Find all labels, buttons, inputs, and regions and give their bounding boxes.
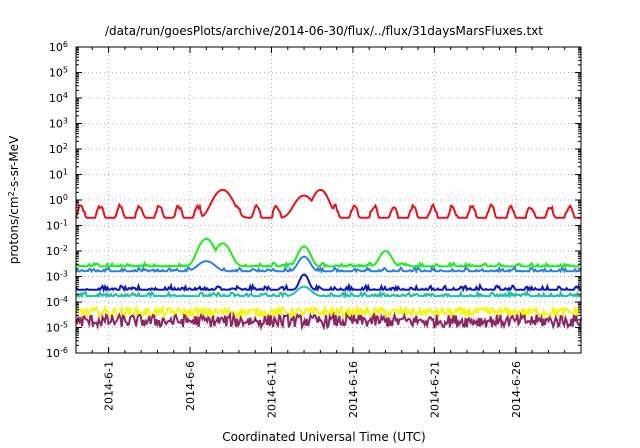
y-tick-label-exp: 5 — [63, 65, 68, 74]
chart-title: /data/run/goesPlots/archive/2014-06-30/f… — [105, 24, 543, 38]
y-tick-label: 10-5 — [46, 320, 68, 335]
y-tick-label-exp: -2 — [60, 244, 68, 253]
series-group — [75, 188, 582, 331]
y-tick-label: 10-3 — [46, 269, 68, 284]
y-tick-label-exp: 0 — [63, 193, 68, 202]
y-axis: 10-610-510-410-310-210-11001011021031041… — [46, 40, 581, 361]
y-tick-label-exp: 4 — [63, 91, 68, 100]
y-tick-label: 103 — [49, 116, 68, 131]
y-tick-label-base: 10 — [49, 169, 63, 182]
y-tick-label-base: 10 — [46, 245, 60, 258]
y-tick-label-base: 10 — [49, 41, 63, 54]
y-axis-label-base: protons/cm — [7, 196, 21, 264]
series-line — [75, 303, 582, 321]
y-tick-label-base: 10 — [46, 296, 60, 309]
series-line — [75, 285, 582, 300]
x-tick-label: 2014-6-6 — [184, 361, 197, 411]
y-tick-label-exp: -5 — [60, 320, 68, 329]
x-axis: 2014-6-1 2014-6-6 2014-6-11 2014-6-16 2014-6… — [75, 47, 582, 418]
series-line — [75, 237, 582, 269]
x-axis-label: Coordinated Universal Time (UTC) — [222, 430, 425, 444]
y-tick-label-base: 10 — [49, 92, 63, 105]
y-tick-label: 10-6 — [46, 346, 68, 361]
y-tick-label: 10-1 — [46, 218, 68, 233]
y-tick-label: 102 — [49, 142, 68, 157]
y-tick-label-base: 10 — [49, 67, 63, 80]
y-tick-label-exp: 6 — [63, 40, 68, 49]
y-tick-label: 106 — [49, 40, 68, 55]
y-tick-label-base: 10 — [46, 271, 60, 284]
series-line — [75, 310, 582, 331]
y-tick-label-exp: 2 — [63, 142, 68, 151]
y-tick-label-base: 10 — [46, 347, 60, 360]
y-tick-label: 101 — [49, 167, 68, 182]
y-tick-label-base: 10 — [46, 322, 60, 335]
y-axis-label-rest: -s-sr-MeV — [7, 135, 21, 191]
series-line — [75, 273, 582, 294]
y-tick-label-base: 10 — [49, 118, 63, 131]
y-tick-label-exp: -6 — [60, 346, 68, 355]
x-tick-label: 2014-6-21 — [428, 361, 441, 418]
y-tick-label-exp: -3 — [60, 269, 68, 278]
x-tick-label: 2014-6-16 — [347, 361, 360, 418]
y-tick-label-exp: 3 — [63, 116, 68, 125]
y-tick-label: 10-4 — [46, 295, 68, 310]
y-tick-label: 10-2 — [46, 244, 68, 259]
y-tick-label: 105 — [49, 65, 68, 80]
y-tick-label-exp: 1 — [63, 167, 68, 176]
series-line — [75, 188, 581, 219]
y-tick-label-base: 10 — [49, 194, 63, 207]
x-tick-label: 2014-6-11 — [265, 361, 278, 418]
y-tick-label-exp: -4 — [60, 295, 68, 304]
y-tick-label: 100 — [49, 193, 68, 208]
series-line — [75, 255, 582, 274]
y-tick-label-base: 10 — [46, 220, 60, 233]
y-axis-label: protons/cm2-s-sr-MeV — [7, 135, 22, 264]
y-tick-label: 104 — [49, 91, 68, 106]
y-tick-label-exp: -1 — [60, 218, 68, 227]
y-tick-label-base: 10 — [49, 143, 63, 156]
y-axis-label-sup: 2 — [7, 191, 16, 196]
x-tick-label: 2014-6-1 — [103, 361, 116, 411]
x-tick-label: 2014-6-26 — [510, 361, 523, 418]
